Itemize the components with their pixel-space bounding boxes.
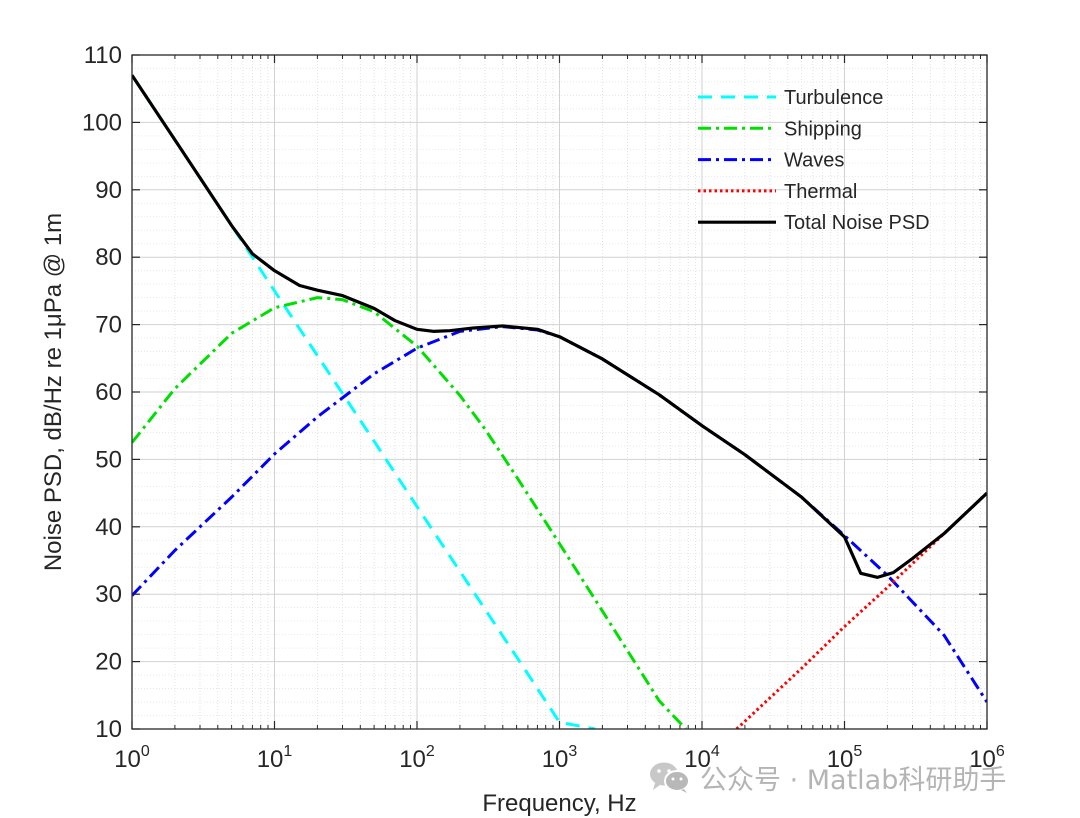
legend-label: Waves xyxy=(784,150,844,172)
y-tick-label: 20 xyxy=(95,649,122,676)
y-tick-label: 50 xyxy=(95,446,122,473)
y-tick-label: 90 xyxy=(95,177,122,204)
y-tick-label: 10 xyxy=(95,716,122,743)
x-tick-label: 104 xyxy=(684,743,720,773)
legend-label: Shipping xyxy=(784,118,862,140)
series-line-total-noise-psd xyxy=(132,74,987,579)
x-tick-label: 103 xyxy=(542,743,578,773)
legend-label: Total Noise PSD xyxy=(784,212,930,234)
y-tick-label: 100 xyxy=(82,109,122,136)
x-tick-label: 102 xyxy=(399,743,435,773)
axis-ticks xyxy=(131,54,988,730)
series-line-shipping xyxy=(132,296,687,729)
x-tick-label: 101 xyxy=(257,743,293,773)
y-tick-label: 60 xyxy=(95,379,122,406)
watermark: 公众号 · Matlab科研助手 xyxy=(648,757,1006,797)
watermark-text: 公众号 · Matlab科研助手 xyxy=(700,764,1007,796)
legend-label: Thermal xyxy=(784,181,857,203)
x-tick-label: 105 xyxy=(827,743,863,773)
legend-label: Turbulence xyxy=(784,87,883,109)
series-lines xyxy=(132,74,987,729)
y-tick-label: 30 xyxy=(95,581,122,608)
series-line-thermal xyxy=(735,492,987,729)
legend: Turbulence Shipping Waves Thermal Total Nois… xyxy=(698,87,930,234)
y-tick-label: 40 xyxy=(95,514,122,541)
x-tick-label: 106 xyxy=(969,743,1005,773)
wechat-icon xyxy=(650,762,690,793)
tick-labels: 100 101 102 103 104 105 106 10 20 30 40 50 60 70 80 90 1… xyxy=(82,42,1005,773)
x-axis-label: Frequency, Hz xyxy=(482,790,636,817)
x-tick-label: 100 xyxy=(114,743,150,773)
y-tick-label: 110 xyxy=(84,42,122,69)
y-axis-label: Noise PSD, dB/Hz re 1μPa @ 1m xyxy=(40,213,67,571)
y-tick-label: 70 xyxy=(95,312,122,339)
y-tick-label: 80 xyxy=(95,244,122,271)
